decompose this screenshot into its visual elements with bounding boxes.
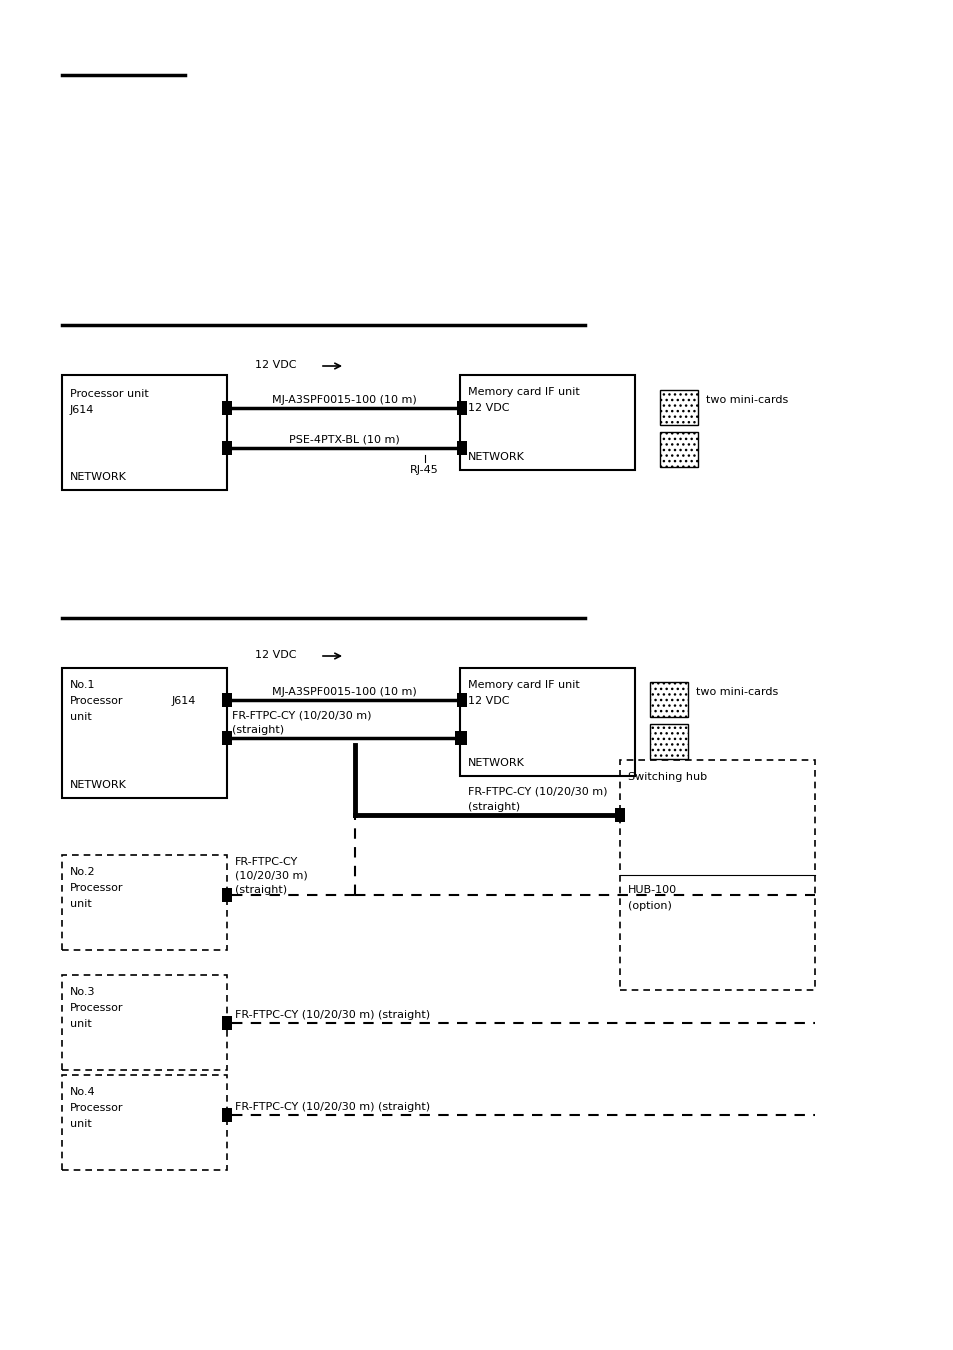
Text: HUB-100: HUB-100	[627, 886, 677, 895]
Text: unit: unit	[70, 711, 91, 722]
Text: FR-FTPC-CY (10/20/30 m) (straight): FR-FTPC-CY (10/20/30 m) (straight)	[234, 1010, 430, 1021]
Text: Memory card IF unit: Memory card IF unit	[468, 680, 579, 690]
Text: 12 VDC: 12 VDC	[468, 697, 509, 706]
Bar	[222, 1108, 232, 1122]
Text: NETWORK: NETWORK	[468, 452, 524, 462]
Bar	[649, 682, 687, 717]
Text: unit: unit	[70, 1119, 91, 1129]
Text: two mini-cards: two mini-cards	[696, 687, 778, 697]
Text: RJ-45: RJ-45	[410, 464, 438, 475]
Text: NETWORK: NETWORK	[70, 472, 127, 482]
Text: No.4: No.4	[70, 1087, 95, 1098]
Text: Processor: Processor	[70, 883, 123, 892]
Bar	[615, 809, 624, 822]
Bar	[659, 390, 698, 425]
Bar	[222, 1017, 232, 1030]
Text: NETWORK: NETWORK	[70, 780, 127, 790]
Text: No.1: No.1	[70, 680, 95, 690]
Text: 12 VDC: 12 VDC	[468, 404, 509, 413]
Text: FR-FTPC-CY (10/20/30 m): FR-FTPC-CY (10/20/30 m)	[468, 787, 607, 796]
Text: FR-FTPC-CY (10/20/30 m): FR-FTPC-CY (10/20/30 m)	[232, 710, 371, 720]
Text: MJ-A3SPF0015-100 (10 m): MJ-A3SPF0015-100 (10 m)	[272, 396, 416, 405]
Text: (option): (option)	[627, 900, 671, 911]
Text: unit: unit	[70, 899, 91, 909]
Text: (straight): (straight)	[468, 802, 519, 811]
Bar	[62, 375, 227, 490]
Bar	[649, 724, 687, 759]
Bar	[222, 730, 232, 745]
Text: Processor: Processor	[70, 1003, 123, 1012]
Text: 12 VDC: 12 VDC	[254, 360, 299, 370]
Bar	[222, 693, 232, 707]
Bar	[62, 975, 227, 1071]
Text: Memory card IF unit: Memory card IF unit	[468, 387, 579, 397]
Bar	[62, 668, 227, 798]
Bar	[456, 730, 467, 745]
Text: (straight): (straight)	[232, 725, 284, 734]
Text: FR-FTPC-CY: FR-FTPC-CY	[234, 857, 298, 867]
Bar	[456, 401, 467, 414]
Text: Processor: Processor	[70, 1103, 123, 1112]
Text: unit: unit	[70, 1019, 91, 1029]
Bar	[62, 1075, 227, 1170]
Text: Switching hub: Switching hub	[627, 772, 706, 782]
Bar	[222, 888, 232, 902]
Bar	[455, 730, 464, 745]
Bar	[619, 760, 814, 990]
Text: NETWORK: NETWORK	[468, 757, 524, 768]
Text: two mini-cards: two mini-cards	[705, 396, 787, 405]
Bar	[62, 855, 227, 950]
Text: Processor: Processor	[70, 697, 123, 706]
Text: PSE-4PTX-BL (10 m): PSE-4PTX-BL (10 m)	[289, 435, 399, 446]
Bar	[456, 441, 467, 455]
Text: Processor unit: Processor unit	[70, 389, 149, 400]
Text: J614: J614	[70, 405, 94, 414]
Bar	[222, 441, 232, 455]
Bar	[459, 668, 635, 776]
Bar	[659, 432, 698, 467]
Text: (10/20/30 m): (10/20/30 m)	[234, 871, 308, 882]
Text: J614: J614	[172, 697, 196, 706]
Bar	[456, 693, 467, 707]
Bar	[459, 375, 635, 470]
Text: (straight): (straight)	[234, 886, 287, 895]
Text: No.2: No.2	[70, 867, 95, 878]
Text: MJ-A3SPF0015-100 (10 m): MJ-A3SPF0015-100 (10 m)	[272, 687, 416, 697]
Text: 12 VDC: 12 VDC	[254, 649, 299, 660]
Text: No.3: No.3	[70, 987, 95, 998]
Text: FR-FTPC-CY (10/20/30 m) (straight): FR-FTPC-CY (10/20/30 m) (straight)	[234, 1102, 430, 1112]
Bar	[222, 401, 232, 414]
